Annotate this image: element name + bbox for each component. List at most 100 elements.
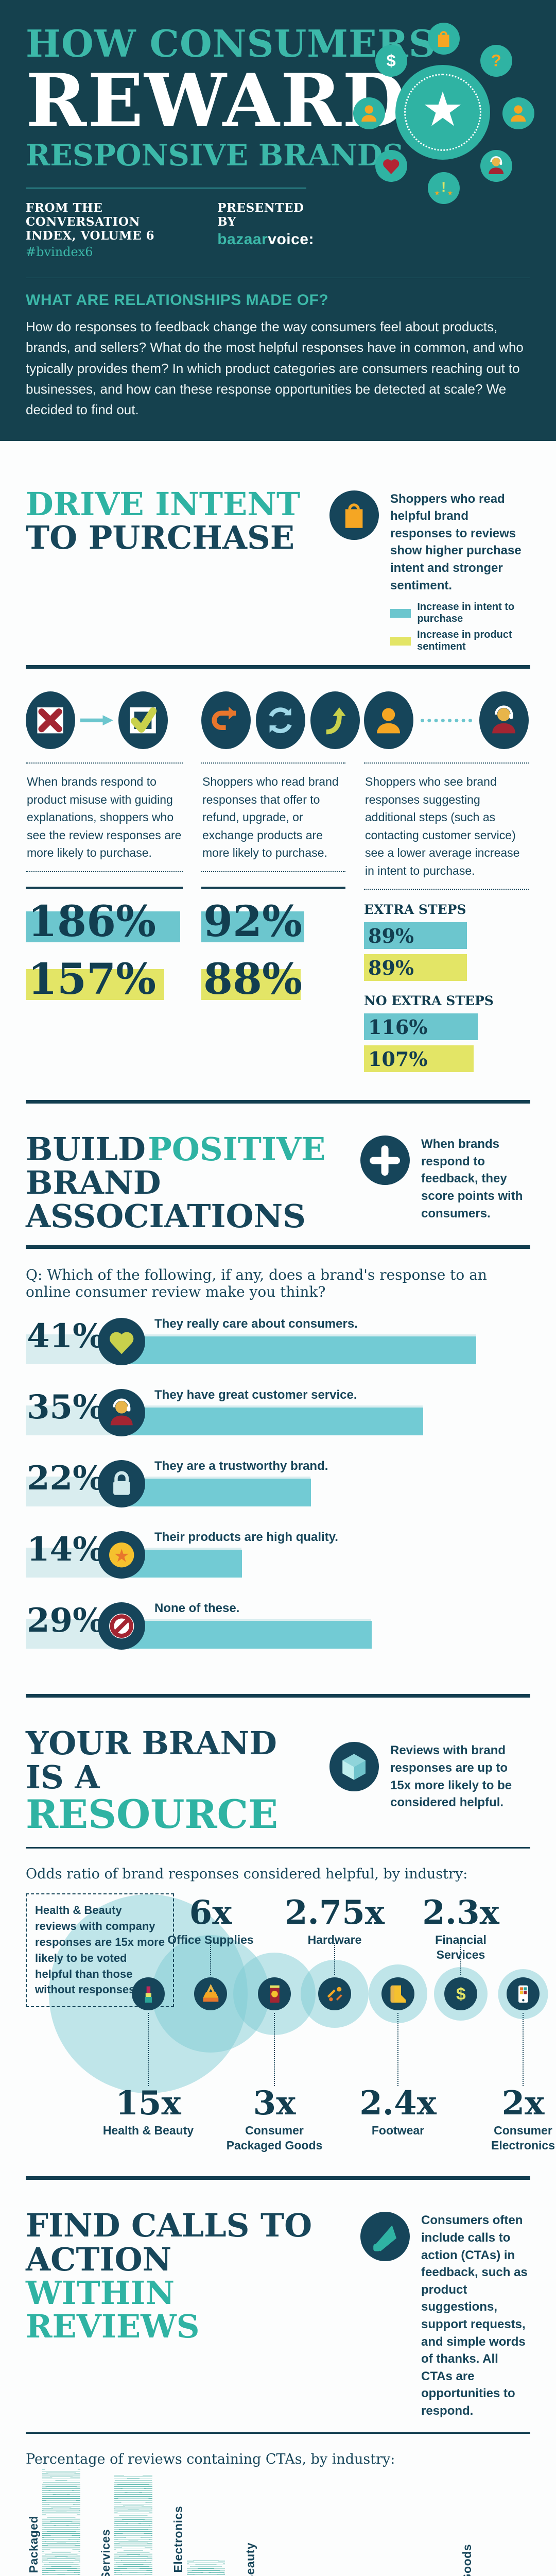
industry-icon [194,1977,227,2011]
hero-title: HOW CONSUMERS REWARD RESPONSIVE BRANDS [26,24,530,172]
extra-steps-label: EXTRA STEPS [364,902,466,918]
cta-column: Financial Services 29% [98,2475,169,2576]
percent-value: 35% [27,1388,104,1427]
stat-value: 157% [28,954,157,1004]
dotted-connector [334,1943,335,1975]
stat-bar-small: 107% [364,1045,529,1073]
orbit-icon [353,97,385,129]
association-icon [98,1531,145,1579]
section-divider [26,1100,530,1104]
shopping-bag-icon [329,490,379,540]
cta-bar-chart: Consumer Packaged Goods 30% Financial Se… [26,2469,530,2576]
section-divider [26,2176,530,2180]
odds-multiplier: 15x [115,2084,181,2123]
bar [125,1336,476,1365]
orbit-icon [502,97,534,129]
odds-multiplier: 3x [253,2084,296,2123]
divider [26,1847,530,1849]
stat-bar-small: 89% [364,954,529,981]
reward-cycle-diagram: ★ [351,21,534,204]
legend-item-intent: Increase in intent to purchase [390,601,530,625]
hero-title-line3: RESPONSIVE BRANDS [26,138,404,173]
presented-by-label: PRESENTED BY [217,201,304,229]
drive-intent-section: DRIVE INTENT TO PURCHASE Shoppers who re… [0,441,556,1100]
industry-label: Consumer Electronics [171,2506,185,2576]
industry-icon [318,1977,351,2011]
stat-bar: 186% [26,896,183,951]
dotted-connector [523,2013,524,2087]
dotted-connector [397,2013,398,2087]
hero-section: HOW CONSUMERS REWARD RESPONSIVE BRANDS F… [0,0,556,441]
bar [125,1479,311,1507]
industry-label: Financial Services [99,2529,113,2576]
bar [125,1621,372,1649]
cta-column: Consumer Packaged Goods 30% [26,2469,97,2576]
odds-multiplier: 6x [189,1893,232,1933]
orbit-icon [428,172,460,204]
orbit-icon [428,23,460,55]
association-row: 29% None of these. [26,1600,530,1656]
stat-value: 88% [203,954,303,1004]
section-callout: Consumers often include calls to action … [421,2213,528,2418]
drive-column-explanations: When brands respond to product misuse wi… [26,686,183,1077]
chart-subtitle: Percentage of reviews containing CTAs, b… [26,2451,395,2467]
ctas-section: FIND CALLS TO ACTION WITHIN REVIEWS Cons… [0,2180,556,2576]
association-icon [98,1460,145,1508]
percent-value: 29% [27,1601,104,1640]
industry-icon [507,1977,540,2011]
hero-title-line2: REWARD [26,58,407,144]
hero-meta: FROM THE CONVERSATION INDEX, VOLUME 6 #b… [26,201,314,259]
stat-value: 107% [368,1047,428,1071]
orbit-icon [480,45,512,77]
intro-heading: WHAT ARE RELATIONSHIPS MADE OF? [26,292,329,309]
section-title: DRIVE INTENT TO PURCHASE [26,485,301,556]
association-label: They are a trustworthy brand. [154,1459,328,1473]
divider [26,665,530,669]
odds-multiplier: 2.3x [422,1893,499,1933]
consumer-icon [364,691,413,750]
hero-title-line1: HOW CONSUMERS [26,22,436,65]
section-title: FIND CALLS TO ACTION WITHIN REVIEWS [26,2207,312,2345]
misuse-x-icon [26,691,75,750]
stat-value: 92% [203,896,303,946]
section-callout: Reviews with brand responses are up to 1… [390,1743,512,1810]
percent-value: 22% [27,1459,104,1498]
intro-block: WHAT ARE RELATIONSHIPS MADE OF? How do r… [26,278,530,420]
stat-bar: 88% [201,954,345,1008]
sound-waves [114,2475,153,2576]
section-title: BUILD POSITIVE BRAND ASSOCIATIONS [26,1130,326,1235]
odds-ratio-bubble-chart: Health & Beauty reviews with company res… [26,1893,555,2154]
industry-label: Health & Beauty [102,2124,194,2138]
dotted-connector [274,2013,275,2087]
bar: 116% [364,1013,478,1041]
dotted-connector [460,1943,461,1975]
association-label: They have great customer service. [154,1388,357,1402]
industry-label: Sporting Goods [460,2544,474,2576]
stat-bar-small: 89% [364,922,529,950]
industry-label: Footwear [371,2124,425,2138]
customer-service-icon [479,691,529,750]
dotted-connector [148,2013,149,2087]
association-label: They really care about consumers. [154,1317,358,1331]
stat-value: 89% [368,924,414,947]
divider [201,886,345,889]
checkbox-icon [118,691,168,750]
callout-box: Health & Beauty reviews with company res… [26,1893,174,2008]
stat-value: 186% [28,896,157,946]
industry-label: Financial Services [435,1933,486,1962]
industry-icon [444,1977,477,2011]
divider [26,2432,530,2434]
legend: Increase in intent to purchase Increase … [390,601,530,653]
bar [26,969,164,1000]
legend-swatch-yellow [390,636,411,646]
industry-label: Consumer Electronics [491,2124,555,2153]
brand-associations-section: BUILD POSITIVE BRAND ASSOCIATIONS When b… [0,1104,556,1694]
association-icon [98,1318,145,1366]
industry-label: Consumer Packaged Goods [226,2124,323,2153]
no-extra-steps-label: NO EXTRA STEPS [364,993,494,1009]
sound-waves [186,2560,225,2576]
odds-multiplier: 2x [501,2084,545,2123]
industry-icon [258,1977,291,2011]
legend-item-sentiment: Increase in product sentiment [390,629,530,653]
